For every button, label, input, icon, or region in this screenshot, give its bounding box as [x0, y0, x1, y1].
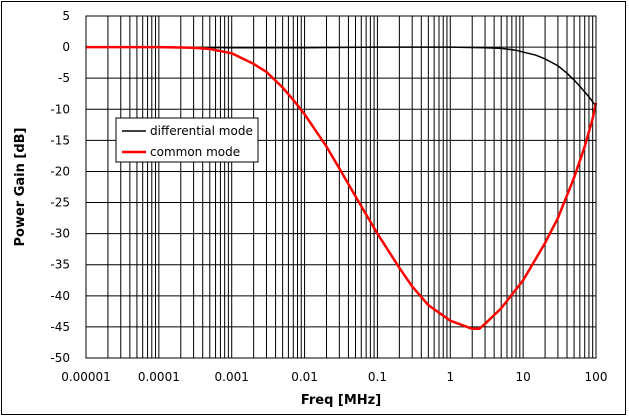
x-tick-label: 100 — [585, 370, 608, 384]
y-tick-label: 5 — [62, 9, 70, 23]
y-tick-label: -5 — [58, 71, 70, 85]
y-tick-label: -35 — [50, 258, 70, 272]
x-tick-label: 1 — [446, 370, 454, 384]
x-tick-label: 0.1 — [368, 370, 387, 384]
y-tick-label: -40 — [50, 289, 70, 303]
x-tick-labels: 0.00001 0.0001 0.001 0.01 0.1 1 10 100 — [61, 370, 607, 384]
y-tick-label: -25 — [50, 196, 70, 210]
y-tick-label: -10 — [50, 102, 70, 116]
y-tick-label: -20 — [50, 164, 70, 178]
y-tick-label: -50 — [50, 351, 70, 365]
x-tick-label: 10 — [516, 370, 531, 384]
y-tick-label: -45 — [50, 320, 70, 334]
series-line-common-mode — [86, 45, 598, 331]
grid — [85, 15, 596, 359]
x-axis-title: Freq [MHz] — [301, 393, 381, 408]
legend-label-common-mode: common mode — [150, 145, 240, 159]
x-tick-label: 0.0001 — [138, 370, 180, 384]
legend-box — [115, 117, 259, 163]
y-tick-label: -30 — [50, 227, 70, 241]
y-tick-label: -15 — [50, 133, 70, 147]
legend-label-differential-mode: differential mode — [150, 124, 253, 138]
y-tick-label: 0 — [62, 40, 70, 54]
series-line-differential-mode — [86, 46, 597, 107]
y-tick-labels: 5 0 -5 -10 -15 -20 -25 -30 -35 -40 -45 -50 — [50, 9, 70, 365]
y-axis-title: Power Gain [dB] — [13, 128, 28, 247]
x-tick-label: 0.001 — [215, 370, 249, 384]
x-tick-label: 0.00001 — [61, 370, 111, 384]
x-tick-label: 0.01 — [291, 370, 318, 384]
legend: differential mode common mode — [115, 117, 259, 163]
plot-area-border — [85, 15, 597, 359]
series-lines — [86, 45, 598, 331]
